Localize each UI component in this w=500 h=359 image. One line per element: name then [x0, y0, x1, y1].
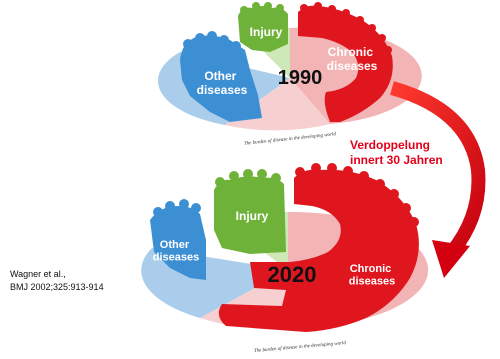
- pie-1990-injury-silhouettes: [238, 2, 288, 52]
- growth-arrow-shaft: [390, 81, 486, 257]
- pie-1990-other-label-line: Other: [204, 69, 236, 83]
- pie-1990-chronic-label: Chronic diseases: [327, 45, 378, 73]
- growth-arrow-head: [432, 240, 470, 278]
- pie-1990-caption: The burden of disease in the developing …: [244, 132, 337, 147]
- pie-2020: 2020 Injury Chronic diseases Other disea…: [141, 163, 429, 354]
- doubling-annotation-line1: Verdoppelung: [350, 138, 431, 152]
- pie-1990: 1990 Injury Chronic diseases Other disea…: [157, 2, 422, 147]
- pie-2020-other-label-line: Other: [160, 239, 190, 251]
- pie-1990-chronic-label-line: Chronic: [328, 45, 374, 59]
- pie-2020-chronic-label-line: Chronic: [350, 263, 392, 275]
- pie-2020-caption: The burden of disease in the developing …: [254, 341, 347, 354]
- pie-1990-other-silhouettes: [180, 31, 262, 122]
- pie-1990-year: 1990: [278, 67, 323, 89]
- doubling-annotation-line2: innert 30 Jahren: [350, 153, 443, 167]
- pie-2020-chronic-label-line-2: diseases: [349, 276, 395, 288]
- pie-2020-injury-silhouettes: [214, 169, 286, 254]
- pie-2020-injury-label: Injury: [236, 209, 269, 223]
- pie-1990-injury-label: Injury: [250, 25, 283, 39]
- pie-2020-chronic-label: Chronic diseases: [349, 263, 395, 288]
- citation-line1: Wagner et al.,: [10, 269, 66, 279]
- pie-1990-other-label: Other diseases: [197, 69, 248, 97]
- pie-2020-year: 2020: [268, 262, 317, 287]
- pie-2020-chronic-silhouettes: [218, 163, 419, 332]
- pie-1990-chronic-silhouettes: [298, 2, 393, 123]
- pie-2020-other-silhouettes: [150, 199, 206, 280]
- citation: Wagner et al., BMJ 2002;325:913-914: [10, 268, 140, 294]
- pie-2020-other-label-line-2: diseases: [153, 252, 199, 264]
- doubling-annotation: Verdoppelung innert 30 Jahren: [350, 138, 443, 168]
- pie-2020-other-label: Other diseases: [153, 239, 199, 264]
- pie-1990-chronic-label-line-2: diseases: [327, 59, 378, 73]
- citation-line2: BMJ 2002;325:913-914: [10, 282, 104, 292]
- pie-1990-other-label-line-2: diseases: [197, 83, 248, 97]
- growth-arrow: [390, 81, 486, 278]
